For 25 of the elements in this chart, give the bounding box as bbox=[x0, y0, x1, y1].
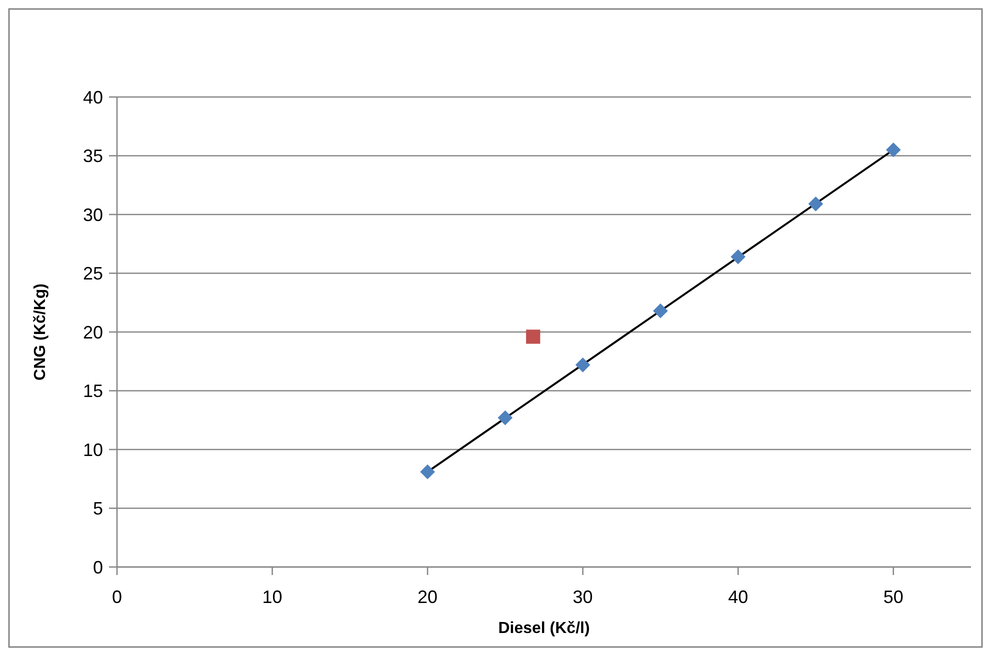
x-tick-label: 20 bbox=[418, 587, 438, 607]
y-tick-label: 40 bbox=[82, 87, 103, 108]
y-tick-label: 30 bbox=[82, 204, 103, 225]
y-tick-label: 20 bbox=[82, 322, 103, 342]
y-tick-label: 5 bbox=[92, 498, 103, 519]
x-axis-title: Diesel (Kč/l) bbox=[498, 620, 590, 637]
point bbox=[808, 196, 824, 212]
x-tick-label: 30 bbox=[572, 587, 593, 607]
point bbox=[886, 142, 901, 158]
y-tick-label: 15 bbox=[82, 381, 103, 402]
y-tick-label: 25 bbox=[82, 264, 103, 284]
point bbox=[653, 303, 668, 318]
y-axis-title: CNG (Kč/Kg) bbox=[32, 284, 49, 380]
point bbox=[420, 464, 435, 480]
y-tick-label: 0 bbox=[92, 557, 103, 578]
x-tick-label: 50 bbox=[883, 587, 904, 607]
x-tick-label: 0 bbox=[112, 587, 122, 607]
point bbox=[526, 330, 540, 344]
y-tick-label: 10 bbox=[82, 440, 103, 460]
point bbox=[575, 357, 590, 372]
x-tick-label: 40 bbox=[728, 587, 748, 607]
point bbox=[498, 410, 513, 426]
x-tick-label: 10 bbox=[262, 587, 282, 607]
point bbox=[730, 249, 746, 264]
y-tick-label: 35 bbox=[82, 146, 103, 166]
